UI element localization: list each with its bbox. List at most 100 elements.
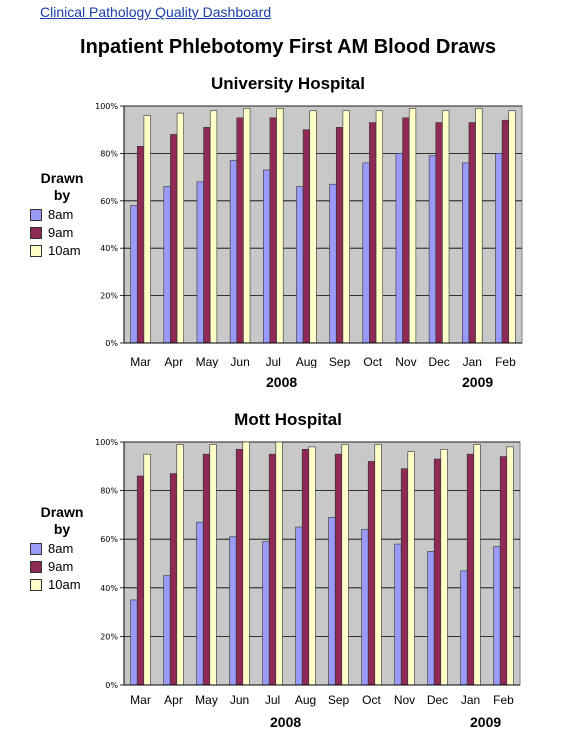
y-tick-label: 100%	[95, 438, 118, 447]
legend-swatch-8am	[30, 208, 42, 221]
bar-8am-nov	[395, 153, 403, 344]
legend-item-8am: 8am	[30, 207, 102, 222]
dashboard-header-link[interactable]: Clinical Pathology Quality Dashboard	[40, 4, 272, 20]
legend-university: Drawn by 8am 9am 10am	[22, 170, 102, 258]
x-category-label: Dec	[428, 355, 449, 368]
bar-9am-oct	[369, 122, 377, 344]
legend-swatch-8am	[30, 542, 42, 555]
x-category-label: Sep	[328, 693, 350, 707]
x-category-label: Feb	[495, 355, 516, 368]
x-category-label: Jul	[265, 693, 280, 707]
legend-title-line2: by	[53, 521, 71, 537]
bar-8am-jun	[229, 160, 238, 344]
x-category-label: Sep	[329, 355, 351, 368]
bar-10am-sep	[341, 444, 349, 686]
bar-9am-jan	[468, 122, 476, 344]
x-category-label: Mar	[130, 355, 151, 368]
legend-swatch-10am	[30, 244, 42, 257]
bar-9am-dec	[433, 458, 442, 686]
legend-item-9am: 9am	[30, 559, 102, 574]
bar-9am-may	[203, 127, 211, 344]
bar-9am-may	[202, 453, 211, 686]
legend-item-8am: 8am	[30, 541, 102, 556]
bar-8am-aug	[295, 526, 303, 686]
bar-8am-may	[196, 521, 204, 686]
x-category-label: Apr	[164, 693, 183, 707]
year-label-2009: 2009	[462, 374, 494, 390]
x-category-label: Nov	[394, 693, 415, 707]
bar-10am-apr	[176, 444, 184, 686]
bar-10am-jun	[243, 108, 251, 344]
bar-10am-jul	[276, 108, 284, 344]
y-tick-label: 20%	[100, 632, 118, 641]
bar-8am-mar	[130, 205, 138, 344]
bar-9am-aug	[302, 129, 311, 344]
y-tick-label: 80%	[100, 149, 118, 158]
y-tick-label: 20%	[100, 292, 118, 301]
x-category-label: Mar	[130, 693, 151, 707]
legend-label-8am: 8am	[48, 207, 74, 222]
bar-9am-nov	[402, 117, 410, 344]
bar-9am-dec	[435, 122, 443, 344]
bar-9am-oct	[367, 461, 376, 686]
bar-8am-may	[196, 181, 204, 344]
bar-8am-jan	[461, 162, 470, 344]
bar-8am-dec	[428, 155, 437, 344]
legend-title-line1: Drawn	[40, 170, 84, 186]
bar-8am-sep	[328, 517, 336, 686]
bar-10am-nov	[408, 108, 417, 344]
legend-title-line1: Drawn	[40, 504, 84, 520]
year-label-2008: 2008	[270, 714, 302, 730]
x-category-label: Aug	[295, 693, 316, 707]
legend-label-8am: 8am	[48, 541, 74, 556]
bar-10am-jul	[275, 441, 283, 686]
legend-title-line2: by	[53, 187, 71, 203]
y-tick-label: 40%	[100, 584, 118, 593]
y-tick-label: 100%	[95, 102, 118, 111]
x-category-label: May	[196, 355, 219, 368]
bar-10am-mar	[143, 453, 151, 686]
y-tick-label: 40%	[100, 244, 118, 253]
plot-area	[123, 105, 523, 344]
chart-university-hospital: 0% 20% 40% 60% 80% 100% Mar Apr May Jun Jul Aug Sep O…	[95, 102, 523, 368]
bar-8am-mar	[130, 599, 138, 686]
bar-9am-mar	[136, 145, 145, 344]
bar-8am-jul	[262, 169, 271, 344]
bar-8am-jan	[460, 570, 468, 686]
x-category-label: Oct	[362, 693, 381, 707]
bar-9am-jun	[236, 117, 244, 344]
legend-swatch-9am	[30, 560, 42, 573]
legend-item-9am: 9am	[30, 225, 102, 240]
bar-10am-nov	[407, 451, 415, 686]
bar-10am-aug	[309, 110, 317, 344]
bar-10am-jan	[473, 444, 481, 686]
x-category-label: Jan	[463, 355, 482, 368]
x-category-label: Jun	[230, 693, 249, 707]
bar-9am-feb	[501, 119, 510, 344]
bar-9am-jul	[268, 453, 277, 686]
bar-10am-jun	[242, 441, 250, 686]
bar-8am-jul	[262, 541, 270, 686]
bar-8am-nov	[394, 543, 402, 686]
legend-mott: Drawn by 8am 9am 10am	[22, 504, 102, 592]
y-tick-label: 0%	[105, 681, 118, 690]
bar-9am-jun	[235, 448, 244, 686]
y-tick-label: 60%	[100, 535, 118, 544]
plot-area	[123, 441, 521, 686]
bar-10am-feb	[506, 446, 514, 686]
bar-8am-sep	[329, 183, 337, 344]
legend-swatch-9am	[30, 226, 42, 239]
bar-8am-feb	[495, 153, 503, 344]
legend-swatch-10am	[30, 578, 42, 591]
bar-9am-sep	[334, 453, 343, 686]
x-category-label: Dec	[427, 693, 448, 707]
x-category-label: Jan	[461, 693, 480, 707]
bar-10am-feb	[508, 110, 516, 344]
chart-mott-hospital: 0% 20% 40% 60% 80% 100% Mar Apr May Jun Jul Aug Sep O…	[95, 438, 521, 707]
bar-9am-aug	[301, 448, 310, 686]
x-category-label: Aug	[296, 355, 317, 368]
bar-9am-sep	[335, 127, 344, 344]
y-tick-label: 60%	[100, 197, 118, 206]
bar-9am-feb	[499, 456, 508, 686]
bar-10am-dec	[442, 110, 450, 344]
